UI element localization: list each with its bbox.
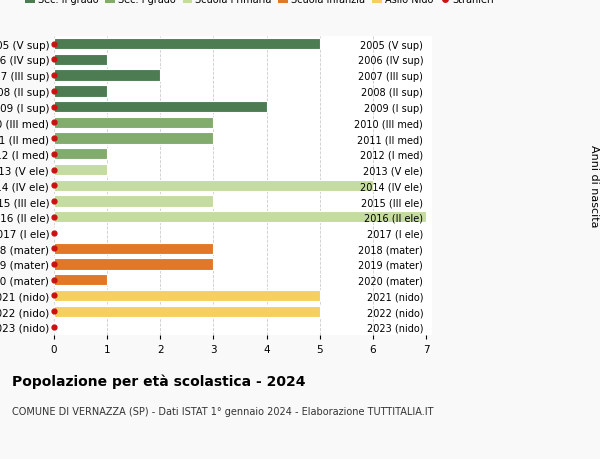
Legend: Sec. II grado, Sec. I grado, Scuola Primaria, Scuola Infanzia, Asilo Nido, Stran: Sec. II grado, Sec. I grado, Scuola Prim… <box>25 0 494 6</box>
Bar <box>54 196 214 207</box>
Bar <box>54 180 373 191</box>
Bar <box>54 243 214 254</box>
Bar <box>54 274 107 286</box>
Bar <box>54 306 320 317</box>
Bar <box>54 149 107 160</box>
Bar <box>54 164 107 176</box>
Bar <box>54 118 214 129</box>
Text: Anni di nascita: Anni di nascita <box>589 145 599 227</box>
Text: COMUNE DI VERNAZZA (SP) - Dati ISTAT 1° gennaio 2024 - Elaborazione TUTTITALIA.I: COMUNE DI VERNAZZA (SP) - Dati ISTAT 1° … <box>12 406 433 416</box>
Text: Popolazione per età scolastica - 2024: Popolazione per età scolastica - 2024 <box>12 374 305 389</box>
Bar <box>54 290 320 302</box>
Bar <box>54 212 426 223</box>
Bar <box>54 259 214 270</box>
Bar <box>54 102 266 113</box>
Bar <box>54 86 107 97</box>
Bar <box>54 70 160 82</box>
Bar <box>54 133 214 145</box>
Bar <box>54 55 107 66</box>
Bar <box>54 39 320 50</box>
